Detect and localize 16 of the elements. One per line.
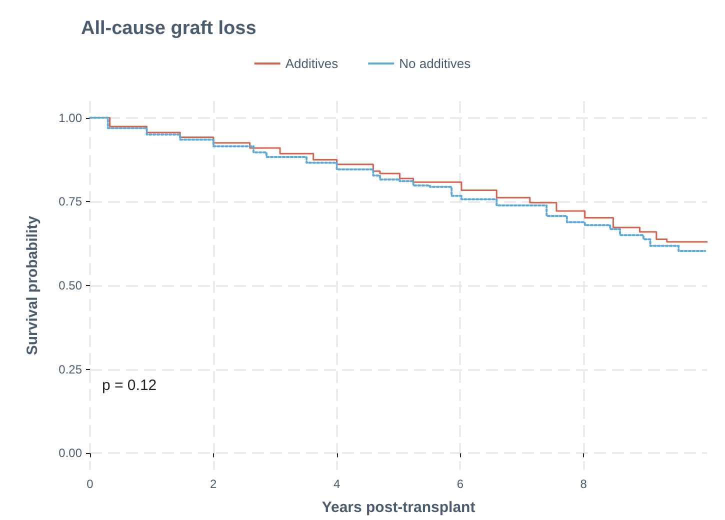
y-tick-label: 1.00 bbox=[58, 110, 82, 125]
chart-title: All-cause graft loss bbox=[81, 18, 256, 39]
annotation: p = 0.12 bbox=[102, 377, 157, 394]
y-tick-label: 0.00 bbox=[58, 446, 82, 460]
x-tick-label: 2 bbox=[210, 477, 218, 491]
legend-label: No additives bbox=[399, 56, 472, 71]
x-tick-label: 4 bbox=[333, 477, 340, 491]
y-axis-title: Survival probability bbox=[24, 215, 41, 356]
x-axis-title: Years post-transplant bbox=[322, 499, 476, 516]
x-tick-label: 0 bbox=[86, 477, 94, 491]
x-tick-label: 6 bbox=[456, 477, 464, 491]
y-tick-label: 0.25 bbox=[58, 362, 82, 376]
y-tick-label: 0.75 bbox=[58, 194, 82, 209]
x-tick-label: 8 bbox=[580, 477, 588, 491]
y-tick-label: 0.50 bbox=[58, 278, 82, 292]
legend-label: Additives bbox=[285, 56, 339, 71]
